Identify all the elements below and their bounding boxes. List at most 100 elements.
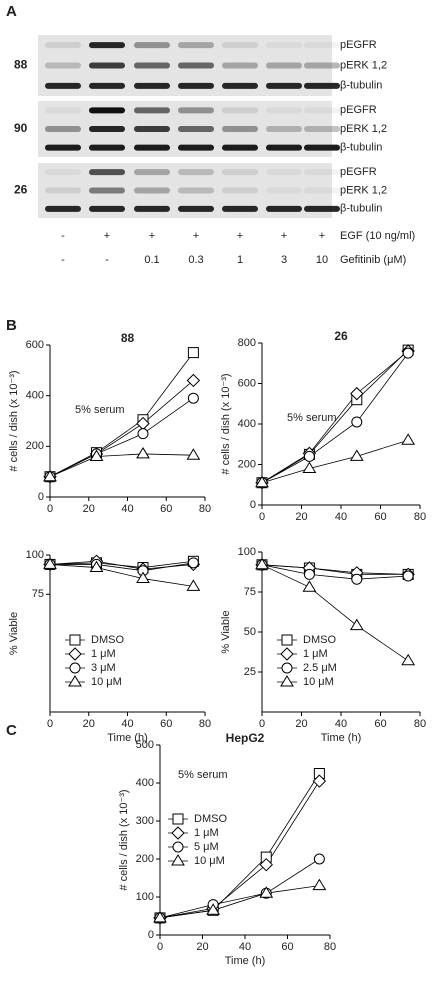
- series-line: [49, 564, 194, 587]
- band: [134, 107, 170, 114]
- band-label: pERK 1,2: [340, 59, 387, 71]
- x-tick-label: 20: [295, 718, 307, 730]
- band: [304, 107, 340, 114]
- condition-label: EGF (10 ng/ml): [340, 230, 415, 242]
- marker: [43, 469, 57, 482]
- band: [89, 107, 125, 114]
- band: [222, 205, 258, 212]
- x-axis-label: Time (h): [107, 732, 148, 744]
- x-tick-label: 0: [259, 511, 265, 523]
- legend-label: 10 μM: [91, 676, 122, 688]
- marker: [402, 347, 414, 359]
- y-tick-label: 500: [136, 739, 154, 751]
- x-tick-label: 0: [259, 718, 265, 730]
- legend-label: DMSO: [91, 634, 124, 646]
- band: [45, 144, 81, 151]
- condition-value: -: [61, 254, 65, 266]
- band-label: β-tubulin: [340, 203, 382, 215]
- x-tick-label: 0: [47, 503, 53, 515]
- band: [266, 62, 302, 69]
- band: [45, 205, 81, 212]
- band: [222, 144, 258, 151]
- cell-line-label: 88: [14, 58, 28, 72]
- marker: [401, 433, 416, 445]
- annotation: 5% serum: [178, 769, 228, 781]
- legend-label: 10 μM: [303, 676, 334, 688]
- marker: [68, 675, 82, 687]
- band: [222, 42, 258, 49]
- x-tick-label: 0: [47, 718, 53, 730]
- marker: [153, 910, 167, 923]
- marker: [351, 573, 363, 585]
- x-tick-label: 40: [121, 718, 133, 730]
- y-tick-label: 200: [136, 853, 154, 865]
- band: [222, 62, 258, 69]
- marker: [186, 448, 201, 460]
- marker: [281, 662, 293, 674]
- band: [178, 205, 214, 212]
- legend-label: 3 μM: [91, 662, 116, 674]
- band: [89, 144, 125, 151]
- band-label: β-tubulin: [340, 142, 382, 154]
- y-axis-label: # cells / dish (x 10⁻³): [118, 789, 130, 890]
- marker: [303, 450, 315, 462]
- condition-value: +: [237, 230, 243, 242]
- band-label: pEGFR: [340, 104, 377, 116]
- chart-title: 26: [334, 329, 348, 343]
- x-tick-label: 60: [374, 718, 386, 730]
- marker: [186, 373, 201, 388]
- condition-value: +: [319, 230, 325, 242]
- x-tick-label: 80: [324, 941, 336, 953]
- band: [134, 205, 170, 212]
- band: [89, 205, 125, 212]
- condition-label: Gefitinib (μM): [340, 254, 406, 266]
- condition-value: 1: [237, 254, 243, 266]
- series-line: [261, 564, 409, 580]
- marker: [302, 580, 317, 592]
- marker: [136, 571, 150, 584]
- series-line: [49, 352, 194, 478]
- condition-value: 3: [281, 254, 287, 266]
- marker: [68, 647, 82, 661]
- band: [134, 126, 170, 132]
- marker: [187, 557, 199, 569]
- series-line: [159, 773, 320, 919]
- y-tick-label: 75: [32, 588, 44, 600]
- y-tick-label: 100: [238, 546, 256, 558]
- band-label: pEGFR: [340, 39, 377, 51]
- marker: [69, 662, 81, 674]
- y-tick-label: 25: [244, 666, 256, 678]
- series-line: [50, 562, 194, 572]
- y-tick-label: 75: [244, 586, 256, 598]
- band: [178, 126, 214, 132]
- band: [89, 126, 125, 132]
- band: [266, 107, 302, 114]
- y-axis-label: % Viable: [8, 612, 20, 655]
- marker: [302, 461, 317, 474]
- x-tick-label: 20: [196, 941, 208, 953]
- series-line: [261, 564, 409, 662]
- band: [304, 144, 340, 151]
- band-label: pEGFR: [340, 166, 377, 178]
- y-tick-label: 0: [250, 499, 256, 511]
- marker: [351, 416, 363, 428]
- legend-label: 2.5 μM: [303, 662, 337, 674]
- x-tick-label: 40: [335, 511, 347, 523]
- band: [89, 62, 125, 69]
- condition-value: +: [104, 230, 110, 242]
- x-tick-label: 20: [295, 511, 307, 523]
- marker: [186, 579, 201, 591]
- marker: [69, 634, 81, 646]
- y-axis-label: # cells / dish (x 10⁻³): [8, 370, 20, 471]
- band: [134, 42, 170, 49]
- marker: [171, 854, 185, 866]
- band-label: pERK 1,2: [340, 184, 387, 196]
- legend-label: 5 μM: [194, 841, 219, 853]
- x-tick-label: 80: [199, 503, 211, 515]
- band: [178, 144, 214, 151]
- band: [45, 126, 81, 132]
- cell-line-label: 26: [14, 183, 28, 197]
- y-axis-label: % Viable: [220, 610, 232, 653]
- band: [89, 42, 125, 49]
- marker: [187, 392, 199, 404]
